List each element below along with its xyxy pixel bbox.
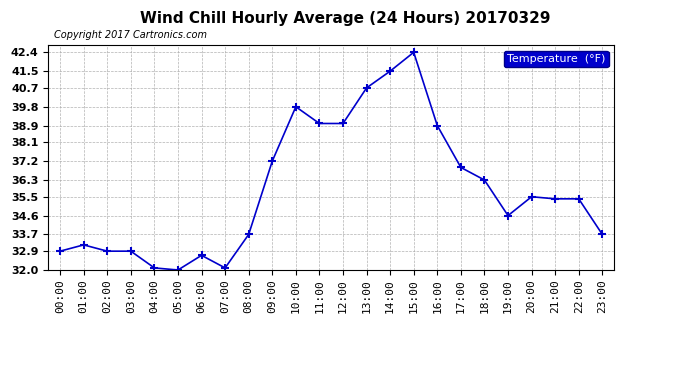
Text: Copyright 2017 Cartronics.com: Copyright 2017 Cartronics.com [54, 30, 207, 40]
Text: Wind Chill Hourly Average (24 Hours) 20170329: Wind Chill Hourly Average (24 Hours) 201… [140, 11, 550, 26]
Legend: Temperature  (°F): Temperature (°F) [504, 51, 609, 67]
